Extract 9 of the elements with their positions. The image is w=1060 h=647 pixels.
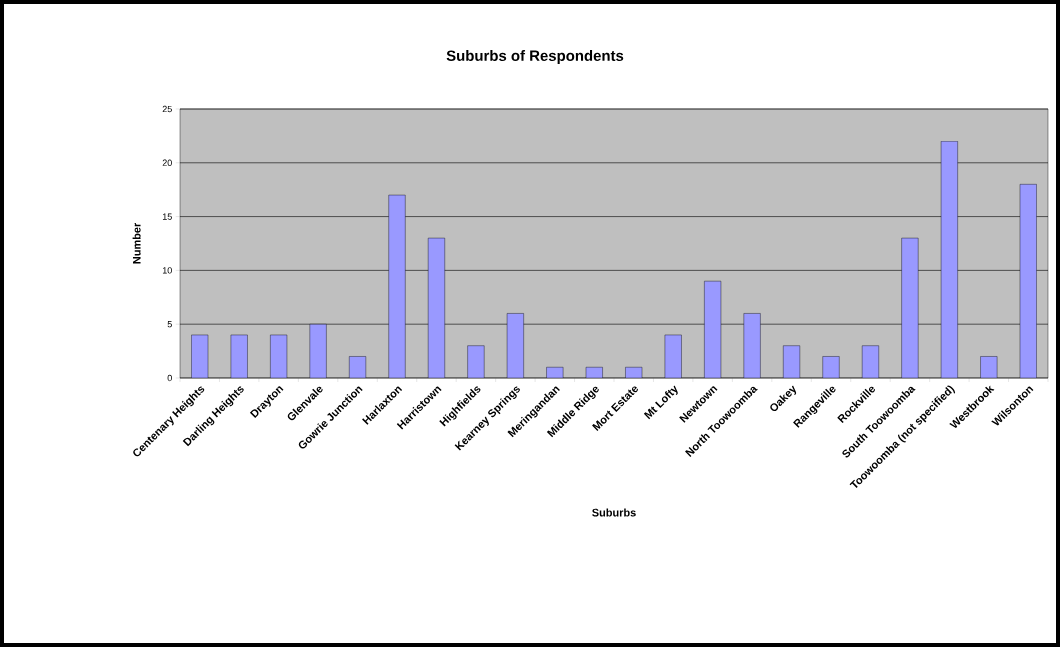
y-tick-label: 25 <box>162 105 172 113</box>
x-axis-title: Suburbs <box>592 508 636 517</box>
chart-title: Suburbs of Respondents <box>446 50 624 64</box>
y-tick-label: 0 <box>167 374 172 382</box>
y-axis-title: Number <box>132 222 141 264</box>
y-tick-label: 5 <box>167 321 172 328</box>
y-tick-label: 20 <box>162 159 172 166</box>
y-tick-label: 10 <box>162 267 172 274</box>
y-tick-label: 15 <box>162 213 172 220</box>
